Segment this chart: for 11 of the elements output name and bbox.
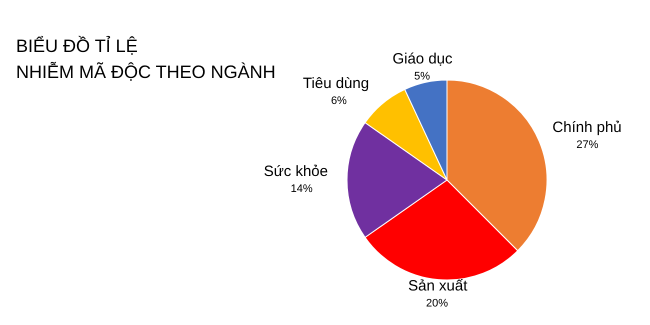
slice-label: Sản xuất xyxy=(408,278,468,295)
data-label: 14% xyxy=(290,183,313,195)
slice-label: Chính phủ xyxy=(552,118,622,136)
data-label: 20% xyxy=(426,298,448,310)
slice-label: Sức khỏe xyxy=(264,163,328,180)
data-label: 27% xyxy=(576,138,599,151)
data-label: 5% xyxy=(414,70,430,83)
data-label: 6% xyxy=(330,94,348,107)
slice-label: Giáo dục xyxy=(392,50,453,68)
slice-label: Tiêu dùng xyxy=(302,74,370,92)
chart-title: BIỂU ĐỒ TỈ LỆ NHIỄM MÃ ĐỘC THEO NGÀNH xyxy=(16,35,276,82)
